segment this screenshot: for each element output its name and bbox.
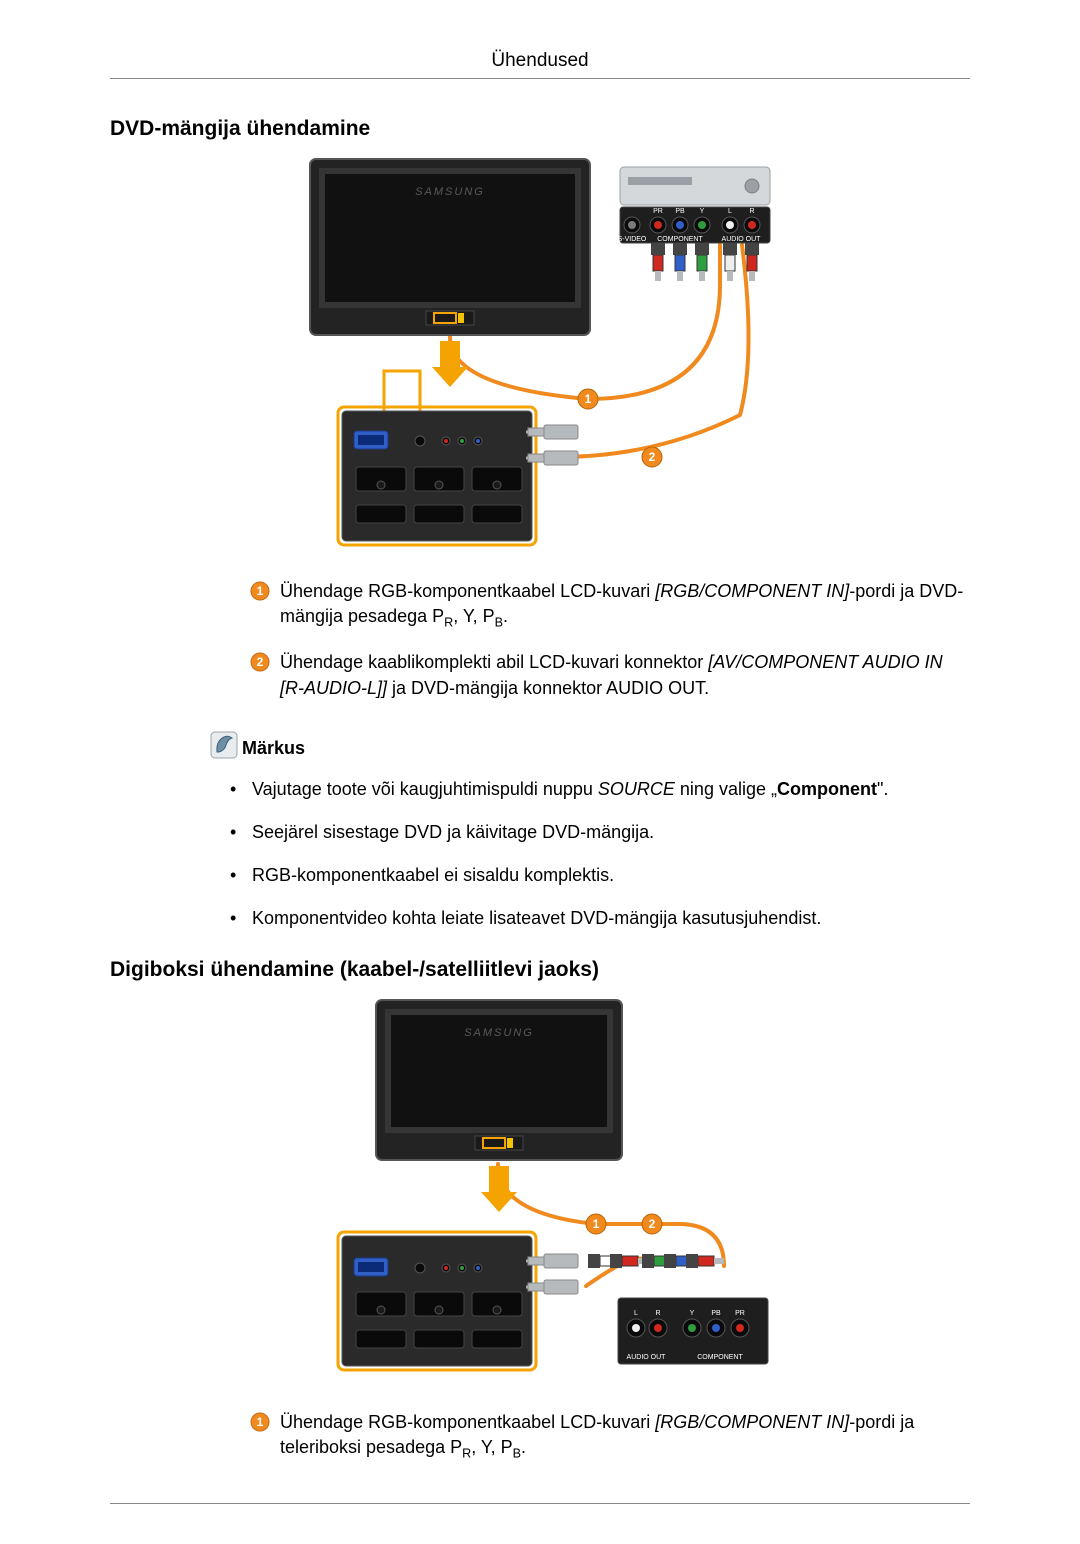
t: Ühendage kaablikomplekti abil LCD-kuvari… [280,652,708,672]
t: SOURCE [598,779,675,799]
digibox-diagram-wrap: SAMSUNG L R Y PB PR AUDIO OUT COMPONENT 1 2 [110,996,970,1386]
t: Ühendage RGB-komponentkaabel LCD-kuvari [280,581,655,601]
svg-text:L: L [634,1310,638,1317]
t: Component [777,779,877,799]
dvd-notes-list: Vajutage toote või kaugjuhtimispuldi nup… [230,777,970,932]
svg-text:R: R [655,1310,660,1317]
t: , Y, P [453,606,494,626]
dvd-diagram-wrap: SAMSUNG PR PB Y L R S-VIDEO COMPONENT AUDIO OUT 1… [110,155,970,555]
step-badge-2-icon: 2 [250,652,270,672]
svg-text:AUDIO OUT: AUDIO OUT [627,1354,667,1361]
svg-text:1: 1 [257,1415,264,1429]
step-badge-1-icon: 1 [250,1412,270,1432]
t: ning valige „ [675,779,777,799]
svg-text:COMPONENT: COMPONENT [657,236,703,243]
note-row: Märkus [210,731,970,759]
list-item: RGB-komponentkaabel ei sisaldu komplekti… [230,863,970,888]
svg-text:1: 1 [585,392,592,406]
svg-text:SAMSUNG: SAMSUNG [415,186,485,198]
note-label: Märkus [242,738,305,759]
t: [RGB/COMPONENT IN] [655,581,849,601]
t: B [495,616,503,630]
t: ja DVD-mängija konnektor AUDIO OUT. [387,678,709,698]
dvd-step-1: 1 Ühendage RGB-komponentkaabel LCD-kuvar… [250,579,970,632]
svg-text:PR: PR [735,1310,745,1317]
dvd-connection-diagram: SAMSUNG PR PB Y L R S-VIDEO COMPONENT AUDIO OUT 1… [300,155,780,555]
t: R [444,616,453,630]
svg-text:AUDIO OUT: AUDIO OUT [722,236,762,243]
svg-text:S-VIDEO: S-VIDEO [618,236,647,243]
svg-text:SAMSUNG: SAMSUNG [464,1027,534,1039]
section-heading-dvd: DVD-mängija ühendamine [110,117,970,141]
svg-text:1: 1 [593,1217,600,1231]
t: . [503,606,508,626]
footer-rule [110,1503,970,1504]
step-badge-1-icon: 1 [250,581,270,601]
svg-text:PB: PB [711,1310,721,1317]
svg-text:R: R [749,208,754,215]
list-item: Seejärel sisestage DVD ja käivitage DVD-… [230,820,970,845]
svg-text:2: 2 [649,450,656,464]
svg-text:COMPONENT: COMPONENT [697,1354,743,1361]
t: Ühendage RGB-komponentkaabel LCD-kuvari [280,1412,655,1432]
header-rule [110,78,970,79]
svg-text:PB: PB [675,208,685,215]
note-icon [210,731,238,759]
dvd-step-2-text: Ühendage kaablikomplekti abil LCD-kuvari… [280,650,970,700]
section-heading-digibox: Digiboksi ühendamine (kaabel-/satelliitl… [110,958,970,982]
t: B [513,1446,521,1460]
t: R [462,1446,471,1460]
t: , Y, P [471,1437,512,1457]
list-item: Komponentvideo kohta leiate lisateavet D… [230,906,970,931]
t: ". [877,779,888,799]
t: . [521,1437,526,1457]
t: Vajutage toote või kaugjuhtimispuldi nup… [252,779,598,799]
svg-text:1: 1 [257,584,264,598]
digibox-connection-diagram: SAMSUNG L R Y PB PR AUDIO OUT COMPONENT 1 2 [300,996,780,1386]
dvd-step-2: 2 Ühendage kaablikomplekti abil LCD-kuva… [250,650,970,700]
digibox-step-1: 1 Ühendage RGB-komponentkaabel LCD-kuvar… [250,1410,970,1463]
svg-text:2: 2 [649,1217,656,1231]
svg-text:PR: PR [653,208,663,215]
svg-text:Y: Y [700,208,705,215]
svg-text:Y: Y [690,1310,695,1317]
t: [RGB/COMPONENT IN] [655,1412,849,1432]
page: Ühendused DVD-mängija ühendamine SAMSUNG… [0,0,1080,1544]
svg-text:2: 2 [257,655,264,669]
svg-text:L: L [728,208,732,215]
list-item: Vajutage toote või kaugjuhtimispuldi nup… [230,777,970,802]
digibox-step-1-text: Ühendage RGB-komponentkaabel LCD-kuvari … [280,1410,970,1463]
dvd-step-1-text: Ühendage RGB-komponentkaabel LCD-kuvari … [280,579,970,632]
page-title: Ühendused [110,50,970,78]
